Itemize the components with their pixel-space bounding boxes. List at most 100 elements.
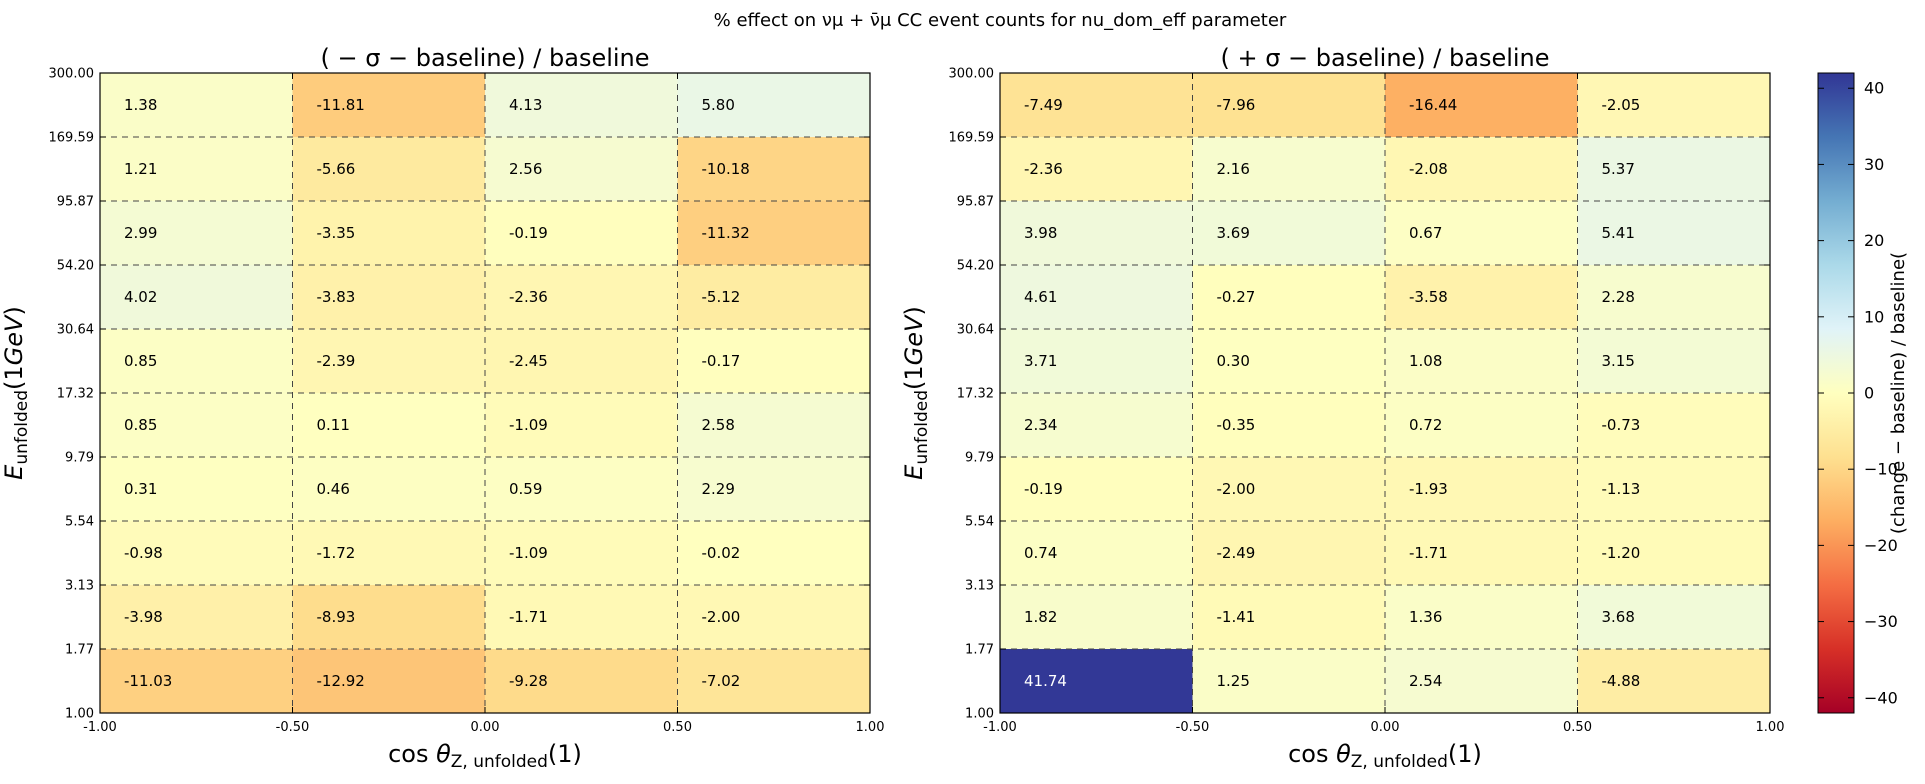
cell-value-label: -2.00 [702,608,741,626]
heatmap-cell [1192,521,1385,585]
heatmap-cell [100,201,293,265]
y-tick-label: 17.32 [57,387,94,402]
heatmap-cell [1385,329,1578,393]
cell-value-label: 0.72 [1409,416,1442,434]
heatmap-cell [1577,649,1770,713]
cell-value-label: -3.35 [317,224,356,242]
heatmap-cell [292,457,485,521]
cell-value-label: 0.74 [1024,544,1057,562]
heatmap-cell [1577,521,1770,585]
cell-value-label: 2.99 [124,224,157,242]
cell-value-label: -2.00 [1217,480,1256,498]
cell-value-label: 5.80 [702,96,735,114]
colorbar-label: (change − baseline) / baseline( [1888,252,1909,534]
heatmap-cell [100,137,293,201]
cell-value-label: -1.13 [1602,480,1641,498]
cell-value-label: -3.58 [1409,288,1448,306]
cell-value-label: 4.13 [509,96,542,114]
cell-value-label: 2.29 [702,480,735,498]
cell-value-label: 0.67 [1409,224,1442,242]
cell-value-label: -3.83 [317,288,356,306]
cell-value-label: -5.66 [317,160,356,178]
x-tick-label: 0.00 [471,720,500,735]
cell-value-label: -1.09 [509,544,548,562]
cell-value-label: -0.19 [1024,480,1063,498]
colorbar: 40 30 20 10 0 −10 −20 −30 −40 (change − baseline)… [1817,72,1909,714]
heatmap-cell [1577,73,1770,137]
heatmap-cell [1192,137,1385,201]
heatmap-cell [1577,457,1770,521]
y-tick-label: 1.77 [965,643,994,658]
colorbar-tick-label: −40 [1864,688,1898,707]
heatmap-cell [1000,201,1193,265]
heatmap-cell [1000,393,1193,457]
cell-value-label: -0.02 [702,544,741,562]
y-tick-label: 95.87 [957,195,994,210]
y-tick-label: 300.00 [949,67,995,82]
heatmap-cell [1385,649,1578,713]
heatmap-cell [100,457,293,521]
figure-suptitle: % effect on νμ + ν̄μ CC event counts for… [714,10,1287,31]
heatmap-cell [485,73,678,137]
cell-value-label: 0.11 [317,416,350,434]
cell-value-label: -2.45 [509,352,548,370]
heatmap-cell [100,265,293,329]
heatmap-cell [1192,393,1385,457]
heatmap-cell [485,265,678,329]
heatmap-cell [485,201,678,265]
x-axis-label: cos θZ, unfolded(1) [388,740,582,772]
cell-value-label: 1.82 [1024,608,1057,626]
colorbar-tick-label: −10 [1864,460,1898,479]
heatmap-cell [485,457,678,521]
x-tick-label: -0.50 [276,720,310,735]
cell-value-label: -1.41 [1217,608,1256,626]
heatmap-cell [485,521,678,585]
cell-value-label: -5.12 [702,288,741,306]
heatmap-cell [485,329,678,393]
heatmap-cell [100,649,293,713]
cell-value-label: -1.93 [1409,480,1448,498]
heatmap-cell [100,73,293,137]
heatmap-cell [1385,201,1578,265]
heatmap-cell [100,521,293,585]
heatmap-cell [1000,585,1193,649]
cell-value-label: -0.19 [509,224,548,242]
cell-value-label: -0.17 [702,352,741,370]
y-tick-label: 300.00 [49,67,95,82]
y-tick-label: 1.77 [65,643,94,658]
cell-value-label: -16.44 [1409,96,1457,114]
colorbar-tick-label: −30 [1864,612,1898,631]
cell-value-label: 2.16 [1217,160,1250,178]
heatmap-cell [677,457,870,521]
heatmap-cell [292,265,485,329]
cell-value-label: 2.34 [1024,416,1057,434]
cell-value-label: -1.20 [1602,544,1641,562]
cell-value-label: -4.88 [1602,672,1641,690]
colorbar-tick-label: 0 [1864,384,1874,403]
colorbar-tick-label: 30 [1864,155,1884,174]
cell-value-label: -2.39 [317,352,356,370]
cell-value-label: 3.71 [1024,352,1057,370]
heatmap-cell [1000,649,1193,713]
cell-value-label: -0.98 [124,544,163,562]
y-tick-label: 169.59 [49,131,95,146]
x-tick-label: 1.00 [856,720,885,735]
heatmap-cell [1385,585,1578,649]
y-tick-label: 1.00 [65,707,94,722]
y-tick-label: 95.87 [57,195,94,210]
y-axis-label: Eunfolded(1GeV) [0,306,32,480]
cell-value-label: -0.35 [1217,416,1256,434]
cell-value-label: -2.08 [1409,160,1448,178]
cell-value-label: -1.71 [1409,544,1448,562]
y-tick-label: 54.20 [957,259,994,274]
cell-value-label: -8.93 [317,608,356,626]
heatmap-cell [1577,265,1770,329]
panel-title: ( − σ − baseline) / baseline [320,44,649,72]
cell-value-label: 0.59 [509,480,542,498]
cell-value-label: 5.41 [1602,224,1635,242]
heatmap-cell [1577,393,1770,457]
cell-value-label: 2.54 [1409,672,1442,690]
heatmap-cell [1192,265,1385,329]
